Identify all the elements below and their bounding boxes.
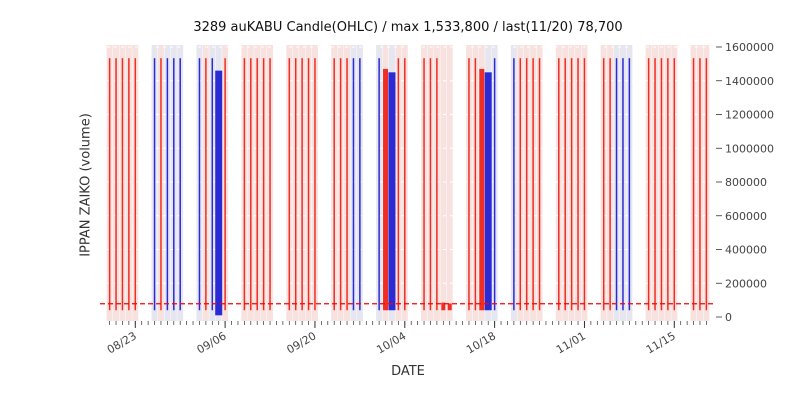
y-tick-label: 200000	[725, 277, 767, 290]
x-tick-label: 09/20	[285, 329, 319, 356]
y-tick-label: 1000000	[725, 142, 774, 155]
x-tick-label: 10/18	[464, 329, 498, 356]
chart-title: 3289 auKABU Candle(OHLC) / max 1,533,800…	[193, 20, 623, 35]
y-tick-label: 800000	[725, 176, 767, 189]
x-tick-label: 11/01	[554, 329, 588, 356]
y-axis-label: IPPAN ZAIKO (volume)	[78, 113, 94, 257]
y-tick-label: 1600000	[725, 41, 774, 54]
x-tick-label: 09/06	[195, 329, 229, 356]
y-tick-label: 1200000	[725, 109, 774, 122]
x-axis-label: DATE	[391, 364, 425, 379]
y-tick-label: 600000	[725, 210, 767, 223]
y-tick-label: 1400000	[725, 75, 774, 88]
x-tick-label: 08/23	[105, 329, 139, 356]
volume-bars	[108, 58, 708, 316]
x-tick-label: 10/04	[374, 329, 408, 356]
y-tick-label: 400000	[725, 244, 767, 257]
y-tick-label: 0	[725, 311, 732, 324]
axis-ticks	[109, 46, 722, 328]
day-bands	[106, 45, 710, 321]
x-tick-label: 11/15	[644, 329, 678, 356]
gridlines	[100, 46, 716, 284]
